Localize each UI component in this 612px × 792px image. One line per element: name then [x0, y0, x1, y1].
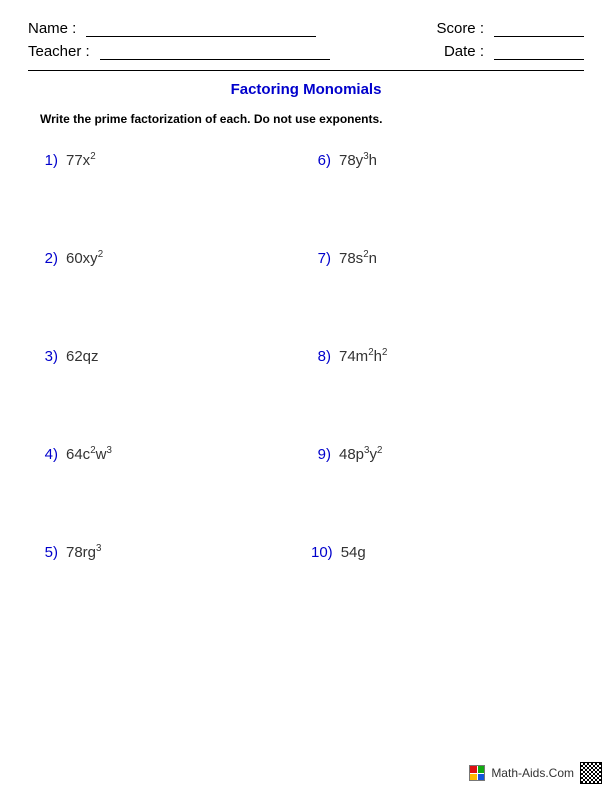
teacher-label: Teacher :: [28, 43, 100, 60]
problem: 6)78y3h: [311, 152, 584, 250]
problem: 4)64c2w3: [38, 446, 311, 544]
problem-number: 5): [38, 544, 66, 561]
problem-number: 6): [311, 152, 339, 169]
problem-number: 9): [311, 446, 339, 463]
instructions: Write the prime factorization of each. D…: [40, 112, 584, 126]
score-field: Score :: [436, 20, 584, 37]
problem-expression: 78s2n: [339, 250, 377, 267]
problem-expression: 78rg3: [66, 544, 101, 561]
name-blank[interactable]: [86, 21, 316, 37]
problem-number: 1): [38, 152, 66, 169]
problem: 1)77x2: [38, 152, 311, 250]
qr-code-icon: [580, 762, 602, 784]
problem-number: 8): [311, 348, 339, 365]
problem-expression: 78y3h: [339, 152, 377, 169]
problem-expression: 62qz: [66, 348, 99, 365]
problem-expression: 60xy2: [66, 250, 103, 267]
name-field: Name :: [28, 20, 316, 37]
problem-expression: 74m2h2: [339, 348, 387, 365]
problem: 10)54g: [311, 544, 584, 642]
problem-expression: 77x2: [66, 152, 96, 169]
date-field: Date :: [444, 43, 584, 60]
problem: 9)48p3y2: [311, 446, 584, 544]
teacher-field: Teacher :: [28, 43, 330, 60]
worksheet-page: Name : Score : Teacher : Date : Factorin…: [0, 0, 612, 792]
teacher-blank[interactable]: [100, 44, 330, 60]
problem-expression: 54g: [341, 544, 366, 561]
footer: Math-Aids.Com: [469, 762, 602, 784]
name-label: Name :: [28, 20, 86, 37]
problem: 8)74m2h2: [311, 348, 584, 446]
date-label: Date :: [444, 43, 494, 60]
header-row-1: Name : Score :: [28, 20, 584, 37]
page-title: Factoring Monomials: [28, 81, 584, 98]
problem-expression: 48p3y2: [339, 446, 382, 463]
problem: 2)60xy2: [38, 250, 311, 348]
score-label: Score :: [436, 20, 494, 37]
problem-number: 7): [311, 250, 339, 267]
problems-grid: 1)77x26)78y3h2)60xy27)78s2n3)62qz8)74m2h…: [28, 152, 584, 642]
problem: 3)62qz: [38, 348, 311, 446]
site-name: Math-Aids.Com: [491, 766, 574, 780]
header-divider: [28, 70, 584, 71]
math-aids-logo-icon: [469, 765, 485, 781]
problem-expression: 64c2w3: [66, 446, 112, 463]
header-row-2: Teacher : Date :: [28, 43, 584, 60]
problem-number: 10): [311, 544, 341, 561]
problem: 7)78s2n: [311, 250, 584, 348]
problem-number: 3): [38, 348, 66, 365]
problem: 5)78rg3: [38, 544, 311, 642]
score-blank[interactable]: [494, 21, 584, 37]
date-blank[interactable]: [494, 44, 584, 60]
problem-number: 2): [38, 250, 66, 267]
problem-number: 4): [38, 446, 66, 463]
